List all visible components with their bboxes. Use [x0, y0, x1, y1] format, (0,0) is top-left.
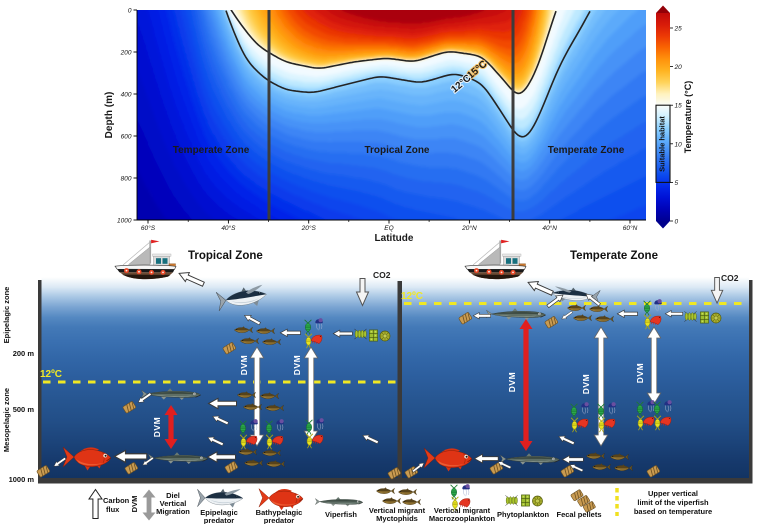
svg-text:15: 15	[675, 103, 683, 110]
svg-text:Macrozooplankton: Macrozooplankton	[429, 514, 496, 523]
svg-text:0: 0	[128, 8, 132, 15]
svg-text:20: 20	[674, 64, 683, 71]
svg-text:Vertical migrant: Vertical migrant	[369, 506, 426, 515]
svg-text:200: 200	[120, 50, 132, 57]
svg-text:600: 600	[121, 134, 132, 141]
svg-text:Phytoplankton: Phytoplankton	[497, 510, 550, 519]
svg-text:Mesopelagic zone: Mesopelagic zone	[2, 388, 11, 452]
svg-text:Tropical Zone: Tropical Zone	[188, 250, 263, 262]
svg-text:200 m: 200 m	[13, 349, 35, 358]
svg-text:CO2: CO2	[373, 270, 391, 280]
svg-text:flux: flux	[106, 505, 120, 514]
svg-text:20°N: 20°N	[461, 224, 477, 232]
svg-text:400: 400	[121, 92, 132, 99]
svg-text:predator: predator	[204, 516, 235, 524]
svg-text:EQ: EQ	[384, 225, 393, 232]
svg-text:0: 0	[675, 219, 679, 226]
svg-text:Fecal pellets: Fecal pellets	[556, 510, 601, 519]
svg-text:40°N: 40°N	[542, 224, 557, 232]
svg-text:CO2: CO2	[721, 273, 739, 283]
svg-text:60°N: 60°N	[623, 224, 638, 232]
svg-text:Carbon: Carbon	[103, 496, 130, 505]
svg-text:DVM: DVM	[507, 372, 517, 392]
svg-text:Vertical migrant: Vertical migrant	[434, 506, 491, 515]
svg-text:DVM: DVM	[239, 355, 249, 375]
svg-text:1000: 1000	[117, 218, 132, 225]
svg-text:Depth (m): Depth (m)	[104, 92, 115, 139]
svg-text:Myctophids: Myctophids	[376, 514, 418, 523]
svg-text:Viperfish: Viperfish	[325, 510, 357, 519]
svg-text:Tropical Zone: Tropical Zone	[364, 145, 429, 156]
svg-text:10: 10	[675, 141, 683, 148]
svg-text:20°S: 20°S	[301, 224, 317, 232]
svg-text:500 m: 500 m	[13, 405, 35, 414]
svg-text:Vertical: Vertical	[160, 499, 187, 508]
svg-text:Temperate Zone: Temperate Zone	[173, 145, 250, 156]
svg-text:Temperate Zone: Temperate Zone	[548, 145, 625, 156]
svg-text:12ºC: 12ºC	[401, 291, 423, 302]
svg-text:Epipelagic: Epipelagic	[200, 508, 238, 517]
svg-text:Epipelagic zone: Epipelagic zone	[2, 287, 11, 344]
svg-text:DVM: DVM	[152, 417, 162, 437]
svg-text:Upper vertical: Upper vertical	[648, 489, 698, 498]
svg-text:40°S: 40°S	[221, 224, 236, 232]
svg-text:DVM: DVM	[635, 363, 645, 383]
svg-text:DVM: DVM	[581, 374, 591, 394]
svg-text:Suitable habitat: Suitable habitat	[658, 116, 667, 172]
svg-text:800: 800	[121, 176, 132, 183]
svg-text:Bathypelagic: Bathypelagic	[256, 508, 303, 517]
svg-text:1000 m: 1000 m	[9, 475, 35, 484]
svg-text:DVM: DVM	[292, 355, 302, 375]
svg-text:limit of the viperfish: limit of the viperfish	[637, 498, 709, 507]
svg-text:12ºC: 12ºC	[40, 369, 62, 380]
svg-text:60°S: 60°S	[141, 224, 156, 232]
svg-text:predator: predator	[264, 516, 295, 524]
svg-text:25: 25	[674, 26, 683, 33]
svg-text:based on temperature: based on temperature	[634, 507, 712, 516]
svg-text:Temperate Zone: Temperate Zone	[570, 250, 658, 262]
svg-text:Migration: Migration	[156, 507, 190, 516]
svg-text:Latitude: Latitude	[375, 233, 414, 244]
svg-text:DVM: DVM	[130, 496, 139, 513]
svg-text:Diel: Diel	[166, 491, 180, 500]
svg-text:5: 5	[675, 180, 679, 187]
svg-text:Temperature (°C): Temperature (°C)	[683, 81, 693, 153]
